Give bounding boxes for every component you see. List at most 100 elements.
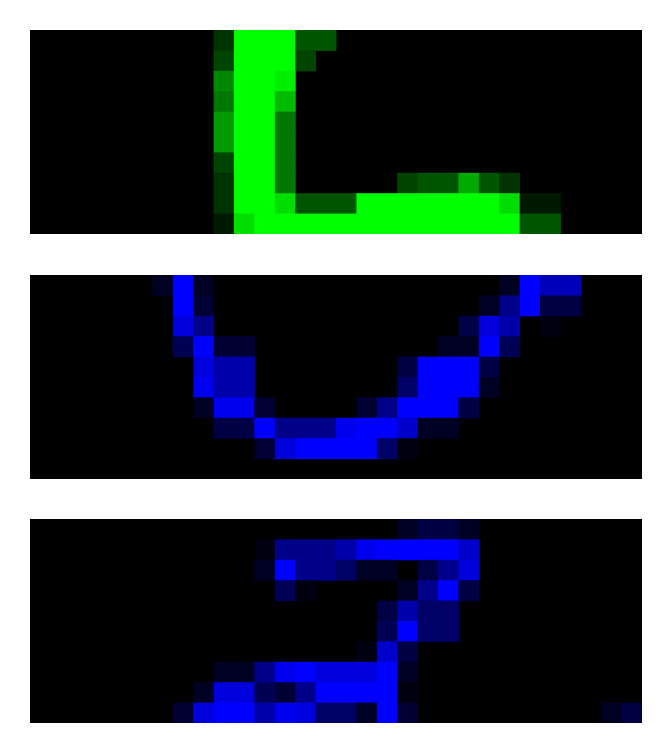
pixel-cell xyxy=(213,193,235,215)
pixel-cell xyxy=(438,213,459,234)
pixel-cell xyxy=(274,559,296,581)
pixel-cell xyxy=(499,336,521,358)
pixel-cell xyxy=(397,661,419,683)
pixel-cell xyxy=(274,417,296,439)
pixel-cell xyxy=(234,30,255,51)
pixel-cell xyxy=(274,111,296,133)
pixel-cell xyxy=(458,172,480,194)
pixel-cell xyxy=(417,580,439,602)
pixel-cell xyxy=(234,682,255,704)
pixel-cell xyxy=(213,682,235,704)
pixel-cell xyxy=(295,193,317,215)
pixel-cell xyxy=(356,539,378,561)
pixel-cell xyxy=(213,50,235,72)
pixel-cell xyxy=(254,438,276,460)
pixel-cell xyxy=(254,70,276,92)
pixel-cell xyxy=(540,193,561,215)
pixel-cell xyxy=(213,377,235,398)
pixel-cell xyxy=(213,213,235,234)
pixel-cell xyxy=(519,193,541,215)
pixel-cell xyxy=(234,193,255,215)
pixel-cell xyxy=(254,111,276,133)
pixel-cell xyxy=(213,356,235,378)
pixel-cell xyxy=(336,559,357,581)
pixel-cell xyxy=(417,519,439,540)
pixel-cell xyxy=(234,111,255,133)
pixel-cell xyxy=(458,539,480,561)
pixel-cell xyxy=(234,132,255,153)
pixel-cell xyxy=(376,600,398,622)
pixel-cell xyxy=(438,397,459,419)
pixel-cell xyxy=(478,315,500,337)
pixel-cell xyxy=(274,702,296,723)
pixel-cell xyxy=(234,356,255,378)
pixel-cell xyxy=(376,702,398,723)
pixel-cell xyxy=(356,193,378,215)
pixel-cell xyxy=(213,172,235,194)
pixel-cell xyxy=(295,580,317,602)
pixel-cell xyxy=(295,417,317,439)
pixel-cell xyxy=(397,519,419,540)
pixel-cell xyxy=(213,397,235,419)
pixel-cell xyxy=(540,275,561,296)
pixel-cell xyxy=(295,539,317,561)
pixel-cell xyxy=(315,539,337,561)
pixel-cell xyxy=(478,172,500,194)
pixel-cell xyxy=(417,417,439,439)
pixel-cell xyxy=(438,336,459,358)
pixel-cell xyxy=(519,295,541,317)
pixel-cell xyxy=(397,193,419,215)
pixel-cell xyxy=(499,315,521,337)
pixel-cell xyxy=(376,213,398,234)
pixel-cell xyxy=(397,600,419,622)
pixel-cell xyxy=(417,621,439,642)
pixel-cell xyxy=(254,50,276,72)
pixel-cell xyxy=(438,559,459,581)
pixel-cell xyxy=(356,682,378,704)
pixel-cell xyxy=(458,519,480,540)
pixel-cell xyxy=(356,438,378,460)
pixel-cell xyxy=(213,152,235,174)
pixel-cell xyxy=(376,661,398,683)
pixel-cell xyxy=(234,50,255,72)
pixel-cell xyxy=(193,356,215,378)
pixel-cell xyxy=(397,417,419,439)
pixel-cell xyxy=(336,682,357,704)
pixel-cell xyxy=(193,682,215,704)
pixel-cell xyxy=(376,397,398,419)
pixel-cell xyxy=(560,275,582,296)
pixel-cell xyxy=(499,172,521,194)
pixel-cell xyxy=(234,377,255,398)
pixel-cell xyxy=(172,702,194,723)
pixel-cell xyxy=(234,152,255,174)
panel-green-l-stroke xyxy=(30,30,642,234)
pixel-cell xyxy=(295,682,317,704)
pixel-cell xyxy=(417,397,439,419)
pixel-cell xyxy=(274,132,296,153)
pixel-cell xyxy=(336,702,357,723)
pixel-cell xyxy=(417,213,439,234)
pixel-cell xyxy=(213,91,235,113)
pixel-cell xyxy=(438,621,459,642)
panel-blue-z-stroke xyxy=(30,519,642,723)
pixel-cell xyxy=(234,417,255,439)
pixel-cell xyxy=(315,661,337,683)
pixel-cell xyxy=(254,682,276,704)
pixel-cell xyxy=(397,621,419,642)
pixel-cell xyxy=(254,30,276,51)
pixel-cell xyxy=(458,336,480,358)
pixel-cell xyxy=(274,213,296,234)
pixel-cell xyxy=(540,295,561,317)
pixel-cell xyxy=(519,213,541,234)
pixel-cell xyxy=(356,397,378,419)
pixel-cell xyxy=(336,213,357,234)
pixel-cell xyxy=(172,275,194,296)
pixel-cell xyxy=(499,193,521,215)
pixel-cell xyxy=(356,213,378,234)
pixel-cell xyxy=(417,356,439,378)
pixel-cell xyxy=(417,559,439,581)
pixel-cell xyxy=(458,580,480,602)
pixel-cell xyxy=(397,580,419,602)
pixel-cell xyxy=(438,417,459,439)
